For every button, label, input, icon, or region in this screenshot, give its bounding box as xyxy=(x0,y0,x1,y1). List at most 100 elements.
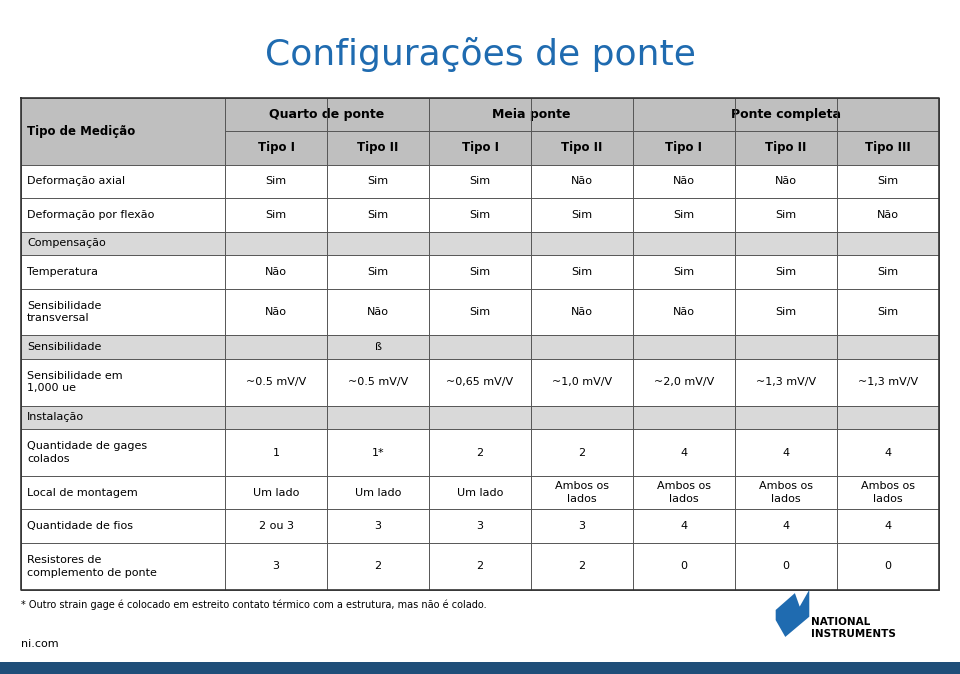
Bar xyxy=(225,476,327,510)
Bar xyxy=(837,232,939,255)
Text: Tipo III: Tipo III xyxy=(865,142,911,154)
Bar xyxy=(429,255,531,288)
Bar xyxy=(225,164,327,198)
Bar xyxy=(0,662,960,674)
Text: Ambos os
lados: Ambos os lados xyxy=(555,481,609,504)
Bar xyxy=(21,336,225,359)
Bar xyxy=(429,98,633,131)
Bar xyxy=(327,198,429,232)
Bar xyxy=(633,288,735,336)
Text: ~1,3 mV/V: ~1,3 mV/V xyxy=(756,377,816,388)
Bar xyxy=(327,429,429,476)
Bar xyxy=(837,510,939,543)
Bar xyxy=(531,359,633,406)
Bar xyxy=(531,476,633,510)
Text: Sensibilidade
transversal: Sensibilidade transversal xyxy=(27,301,101,323)
Bar xyxy=(327,510,429,543)
Bar xyxy=(735,255,837,288)
Text: Não: Não xyxy=(673,307,695,317)
Text: Sim: Sim xyxy=(776,307,797,317)
Text: Sim: Sim xyxy=(469,307,491,317)
Text: Não: Não xyxy=(367,307,389,317)
Text: 3: 3 xyxy=(374,521,381,531)
Text: Não: Não xyxy=(673,177,695,187)
Bar xyxy=(429,198,531,232)
Bar xyxy=(633,336,735,359)
Text: ß: ß xyxy=(374,342,381,352)
Bar xyxy=(837,359,939,406)
Bar xyxy=(21,476,225,510)
Bar xyxy=(837,543,939,590)
Bar xyxy=(225,288,327,336)
Text: Resistores de
complemento de ponte: Resistores de complemento de ponte xyxy=(27,555,156,578)
Text: 2: 2 xyxy=(579,448,586,458)
Text: ~1,3 mV/V: ~1,3 mV/V xyxy=(858,377,918,388)
Bar xyxy=(225,255,327,288)
Bar xyxy=(225,232,327,255)
Text: Tipo I: Tipo I xyxy=(257,142,295,154)
Text: 4: 4 xyxy=(681,521,687,531)
Bar xyxy=(429,232,531,255)
Text: 0: 0 xyxy=(782,561,789,572)
Bar xyxy=(633,543,735,590)
Bar xyxy=(21,255,225,288)
Bar xyxy=(327,543,429,590)
Text: Sim: Sim xyxy=(877,307,899,317)
Bar xyxy=(837,406,939,429)
Bar xyxy=(633,131,735,164)
Text: ~0,65 mV/V: ~0,65 mV/V xyxy=(446,377,514,388)
Text: Sim: Sim xyxy=(368,210,389,220)
Bar xyxy=(633,406,735,429)
Bar xyxy=(429,288,531,336)
Text: 3: 3 xyxy=(579,521,586,531)
Text: Sim: Sim xyxy=(469,210,491,220)
Bar xyxy=(327,131,429,164)
Text: Sim: Sim xyxy=(469,267,491,277)
Bar xyxy=(735,336,837,359)
Text: Ambos os
lados: Ambos os lados xyxy=(657,481,711,504)
Bar xyxy=(21,359,225,406)
Text: Sim: Sim xyxy=(776,267,797,277)
Text: Sim: Sim xyxy=(571,267,592,277)
Bar xyxy=(327,359,429,406)
Bar xyxy=(21,288,225,336)
Text: Sim: Sim xyxy=(266,177,287,187)
Text: 2: 2 xyxy=(476,448,484,458)
Bar xyxy=(225,131,327,164)
Bar xyxy=(327,288,429,336)
Bar xyxy=(21,232,225,255)
Text: Quantidade de gages
colados: Quantidade de gages colados xyxy=(27,441,147,464)
Bar xyxy=(429,476,531,510)
Bar xyxy=(531,164,633,198)
Text: Sim: Sim xyxy=(673,210,694,220)
Text: 4: 4 xyxy=(884,521,892,531)
Bar xyxy=(837,336,939,359)
Text: Não: Não xyxy=(265,307,287,317)
Bar xyxy=(531,232,633,255)
Bar xyxy=(225,510,327,543)
Text: Sim: Sim xyxy=(877,267,899,277)
Text: Ambos os
lados: Ambos os lados xyxy=(759,481,813,504)
Text: Ambos os
lados: Ambos os lados xyxy=(861,481,915,504)
Bar xyxy=(735,198,837,232)
Bar xyxy=(735,510,837,543)
Text: Não: Não xyxy=(876,210,899,220)
Bar xyxy=(429,359,531,406)
Bar xyxy=(837,164,939,198)
Bar xyxy=(429,429,531,476)
Bar xyxy=(531,406,633,429)
Text: 3: 3 xyxy=(273,561,279,572)
Bar xyxy=(531,510,633,543)
Text: Sim: Sim xyxy=(571,210,592,220)
Text: ~2,0 mV/V: ~2,0 mV/V xyxy=(654,377,714,388)
Bar xyxy=(837,288,939,336)
Bar xyxy=(21,198,225,232)
Text: Local de montagem: Local de montagem xyxy=(27,488,137,497)
Text: Ponte completa: Ponte completa xyxy=(731,108,841,121)
Bar xyxy=(531,288,633,336)
Text: 1*: 1* xyxy=(372,448,384,458)
Bar xyxy=(633,232,735,255)
Bar xyxy=(21,429,225,476)
Text: Instalação: Instalação xyxy=(27,412,84,423)
Text: 0: 0 xyxy=(681,561,687,572)
